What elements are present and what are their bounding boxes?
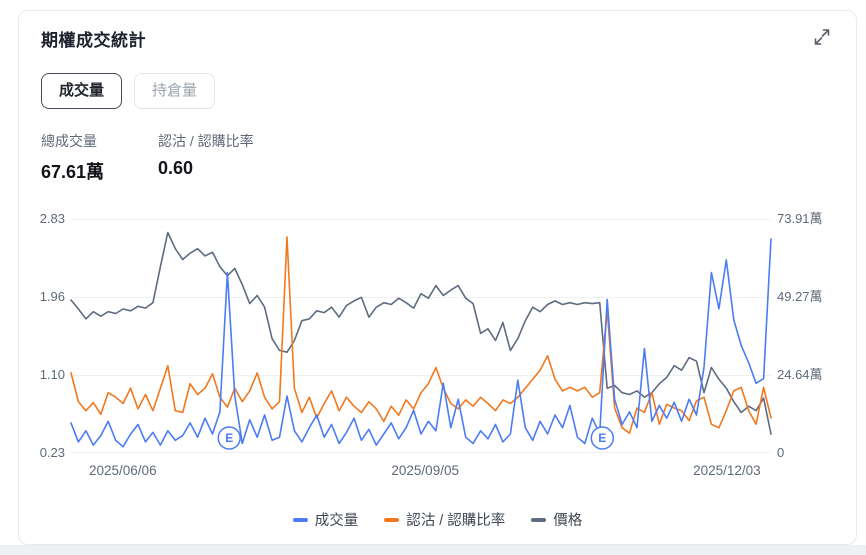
stat-value: 0.60	[158, 158, 194, 178]
legend-label: 成交量	[314, 513, 359, 529]
legend-item-volume[interactable]: 成交量	[292, 509, 359, 530]
gridline	[71, 219, 771, 220]
legend-item-put-call-ratio[interactable]: 認沽 / 認購比率	[384, 509, 505, 530]
legend-item-price[interactable]: 價格	[531, 509, 582, 530]
left-axis-tick: 1.10	[39, 367, 65, 382]
chart-plot-area[interactable]: E E	[70, 219, 772, 453]
stats-row: 總成交量 67.61萬 認沽 / 認購比率 0.60	[41, 131, 254, 184]
stat-put-call-ratio: 認沽 / 認購比率 0.60	[158, 131, 254, 184]
page-title: 期權成交統計	[41, 31, 146, 50]
right-axis-tick: 0	[777, 445, 785, 460]
options-stats-card: 期權成交統計 成交量 持倉量 總成交量 67.61萬 認沽 / 認購比率 0.6…	[18, 10, 857, 545]
event-circle	[217, 426, 241, 450]
earnings-event-marker[interactable]: E	[590, 426, 615, 450]
right-axis-tick: 24.64萬	[777, 367, 823, 382]
event-label: E	[225, 431, 233, 445]
stat-value: 67.61萬	[41, 162, 105, 182]
volume-line	[70, 238, 772, 448]
event-circle	[590, 426, 615, 450]
stat-label: 總成交量	[41, 133, 97, 149]
x-axis-tick: 2025/09/05	[391, 463, 459, 478]
earnings-event-marker[interactable]: E	[217, 426, 241, 450]
left-axis-tick: 1.96	[39, 289, 65, 304]
right-axis-tick: 49.27萬	[777, 289, 823, 304]
legend-label: 認沽 / 認購比率	[406, 513, 506, 529]
legend-swatch-blue	[292, 517, 308, 522]
price-line	[70, 231, 772, 435]
left-axis-tick: 0.23	[39, 445, 65, 460]
tab-volume[interactable]: 成交量	[41, 73, 123, 109]
stat-label: 認沽 / 認購比率	[158, 133, 254, 149]
tab-open-interest[interactable]: 持倉量	[134, 73, 216, 109]
expand-button[interactable]	[810, 25, 834, 49]
legend-swatch-gray	[531, 517, 547, 522]
chart-legend: 成交量 認沽 / 認購比率 價格	[19, 509, 856, 530]
expand-arrows-icon	[814, 29, 830, 45]
gridline	[71, 297, 771, 298]
gridline	[71, 375, 771, 376]
x-axis-tick: 2025/12/03	[693, 463, 761, 478]
chart-mode-tabs: 成交量 持倉量	[41, 73, 216, 109]
gridline	[71, 452, 771, 453]
line-chart[interactable]: E E	[70, 219, 772, 453]
legend-swatch-orange	[384, 517, 400, 522]
legend-label: 價格	[553, 513, 583, 529]
x-axis-tick: 2025/06/06	[89, 463, 157, 478]
right-axis-tick: 73.91萬	[777, 211, 823, 226]
put-call-ratio-line	[70, 236, 772, 434]
stat-total-volume: 總成交量 67.61萬	[41, 131, 158, 184]
left-axis-tick: 2.83	[39, 211, 65, 226]
page-background-strip	[0, 545, 866, 555]
event-label: E	[598, 431, 606, 445]
